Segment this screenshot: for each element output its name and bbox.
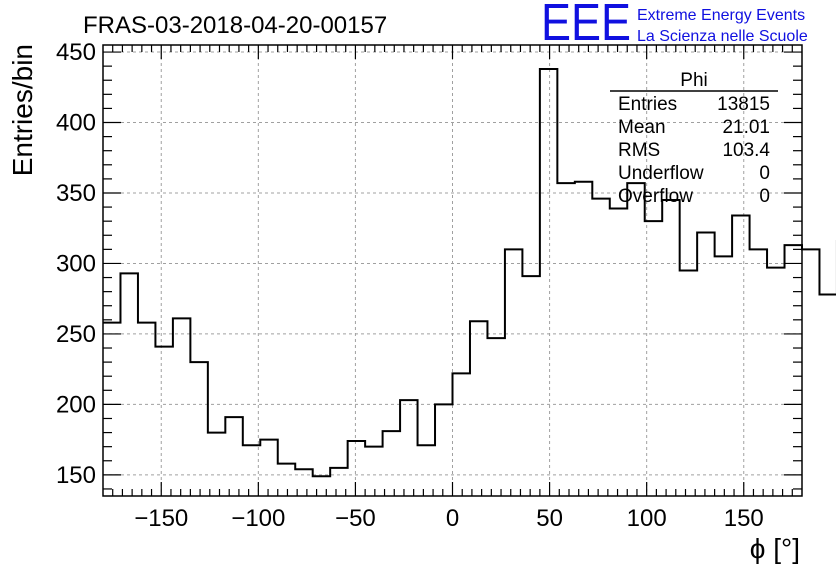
y-tick-label: 350 [56,180,96,207]
x-tick-label: 100 [627,505,667,532]
stats-label: RMS [618,140,660,161]
y-tick-label: 250 [56,321,96,348]
plot-frame [102,44,803,497]
grid-lines [103,45,802,496]
y-tick-label: 300 [56,250,96,277]
y-tick-label: 450 [56,39,96,66]
x-tick-label: −100 [231,505,285,532]
eee-logo-line2: La Scienza nelle Scuole [637,28,808,45]
x-tick-label: 50 [536,505,563,532]
stats-box-title: Phi [680,70,707,91]
x-tick-label: −150 [134,505,188,532]
x-tick-labels: −150 −100 −50 0 50 100 150 [134,505,764,532]
stats-label: Overflow [618,186,693,207]
chart-title: FRAS-03-2018-04-20-00157 [83,12,387,39]
stats-value: 13815 [717,94,770,115]
y-tick-label: 400 [56,110,96,137]
eee-logo-line1: Extreme Energy Events [637,7,805,24]
stats-value: 0 [759,163,770,184]
x-tick-label: 150 [724,505,764,532]
x-tick-label: 0 [446,505,459,532]
x-tick-label: −50 [335,505,376,532]
y-tick-label: 150 [56,462,96,489]
histogram-line [103,67,836,478]
axis-ticks [103,45,802,496]
eee-logo: EEE Extreme Energy Events La Scienza nel… [541,0,808,52]
y-axis-label: Entries/bin [7,44,38,176]
stats-box: Phi Entries 13815 Mean 21.01 RMS 103.4 Underfl… [610,70,778,207]
y-tick-labels: 150 200 250 300 350 400 450 [56,39,96,489]
stats-value: 21.01 [722,117,770,138]
x-axis-label: ϕ [°] [750,533,800,564]
y-tick-label: 200 [56,391,96,418]
eee-logo-mark: EEE [541,0,631,52]
stats-label: Underflow [618,163,704,184]
stats-value: 103.4 [722,140,770,161]
stats-box-rows: Entries 13815 Mean 21.01 RMS 103.4 Underflow 0 O… [618,94,770,207]
stats-label: Entries [618,94,677,115]
stats-value: 0 [759,186,770,207]
stats-label: Mean [618,117,666,138]
